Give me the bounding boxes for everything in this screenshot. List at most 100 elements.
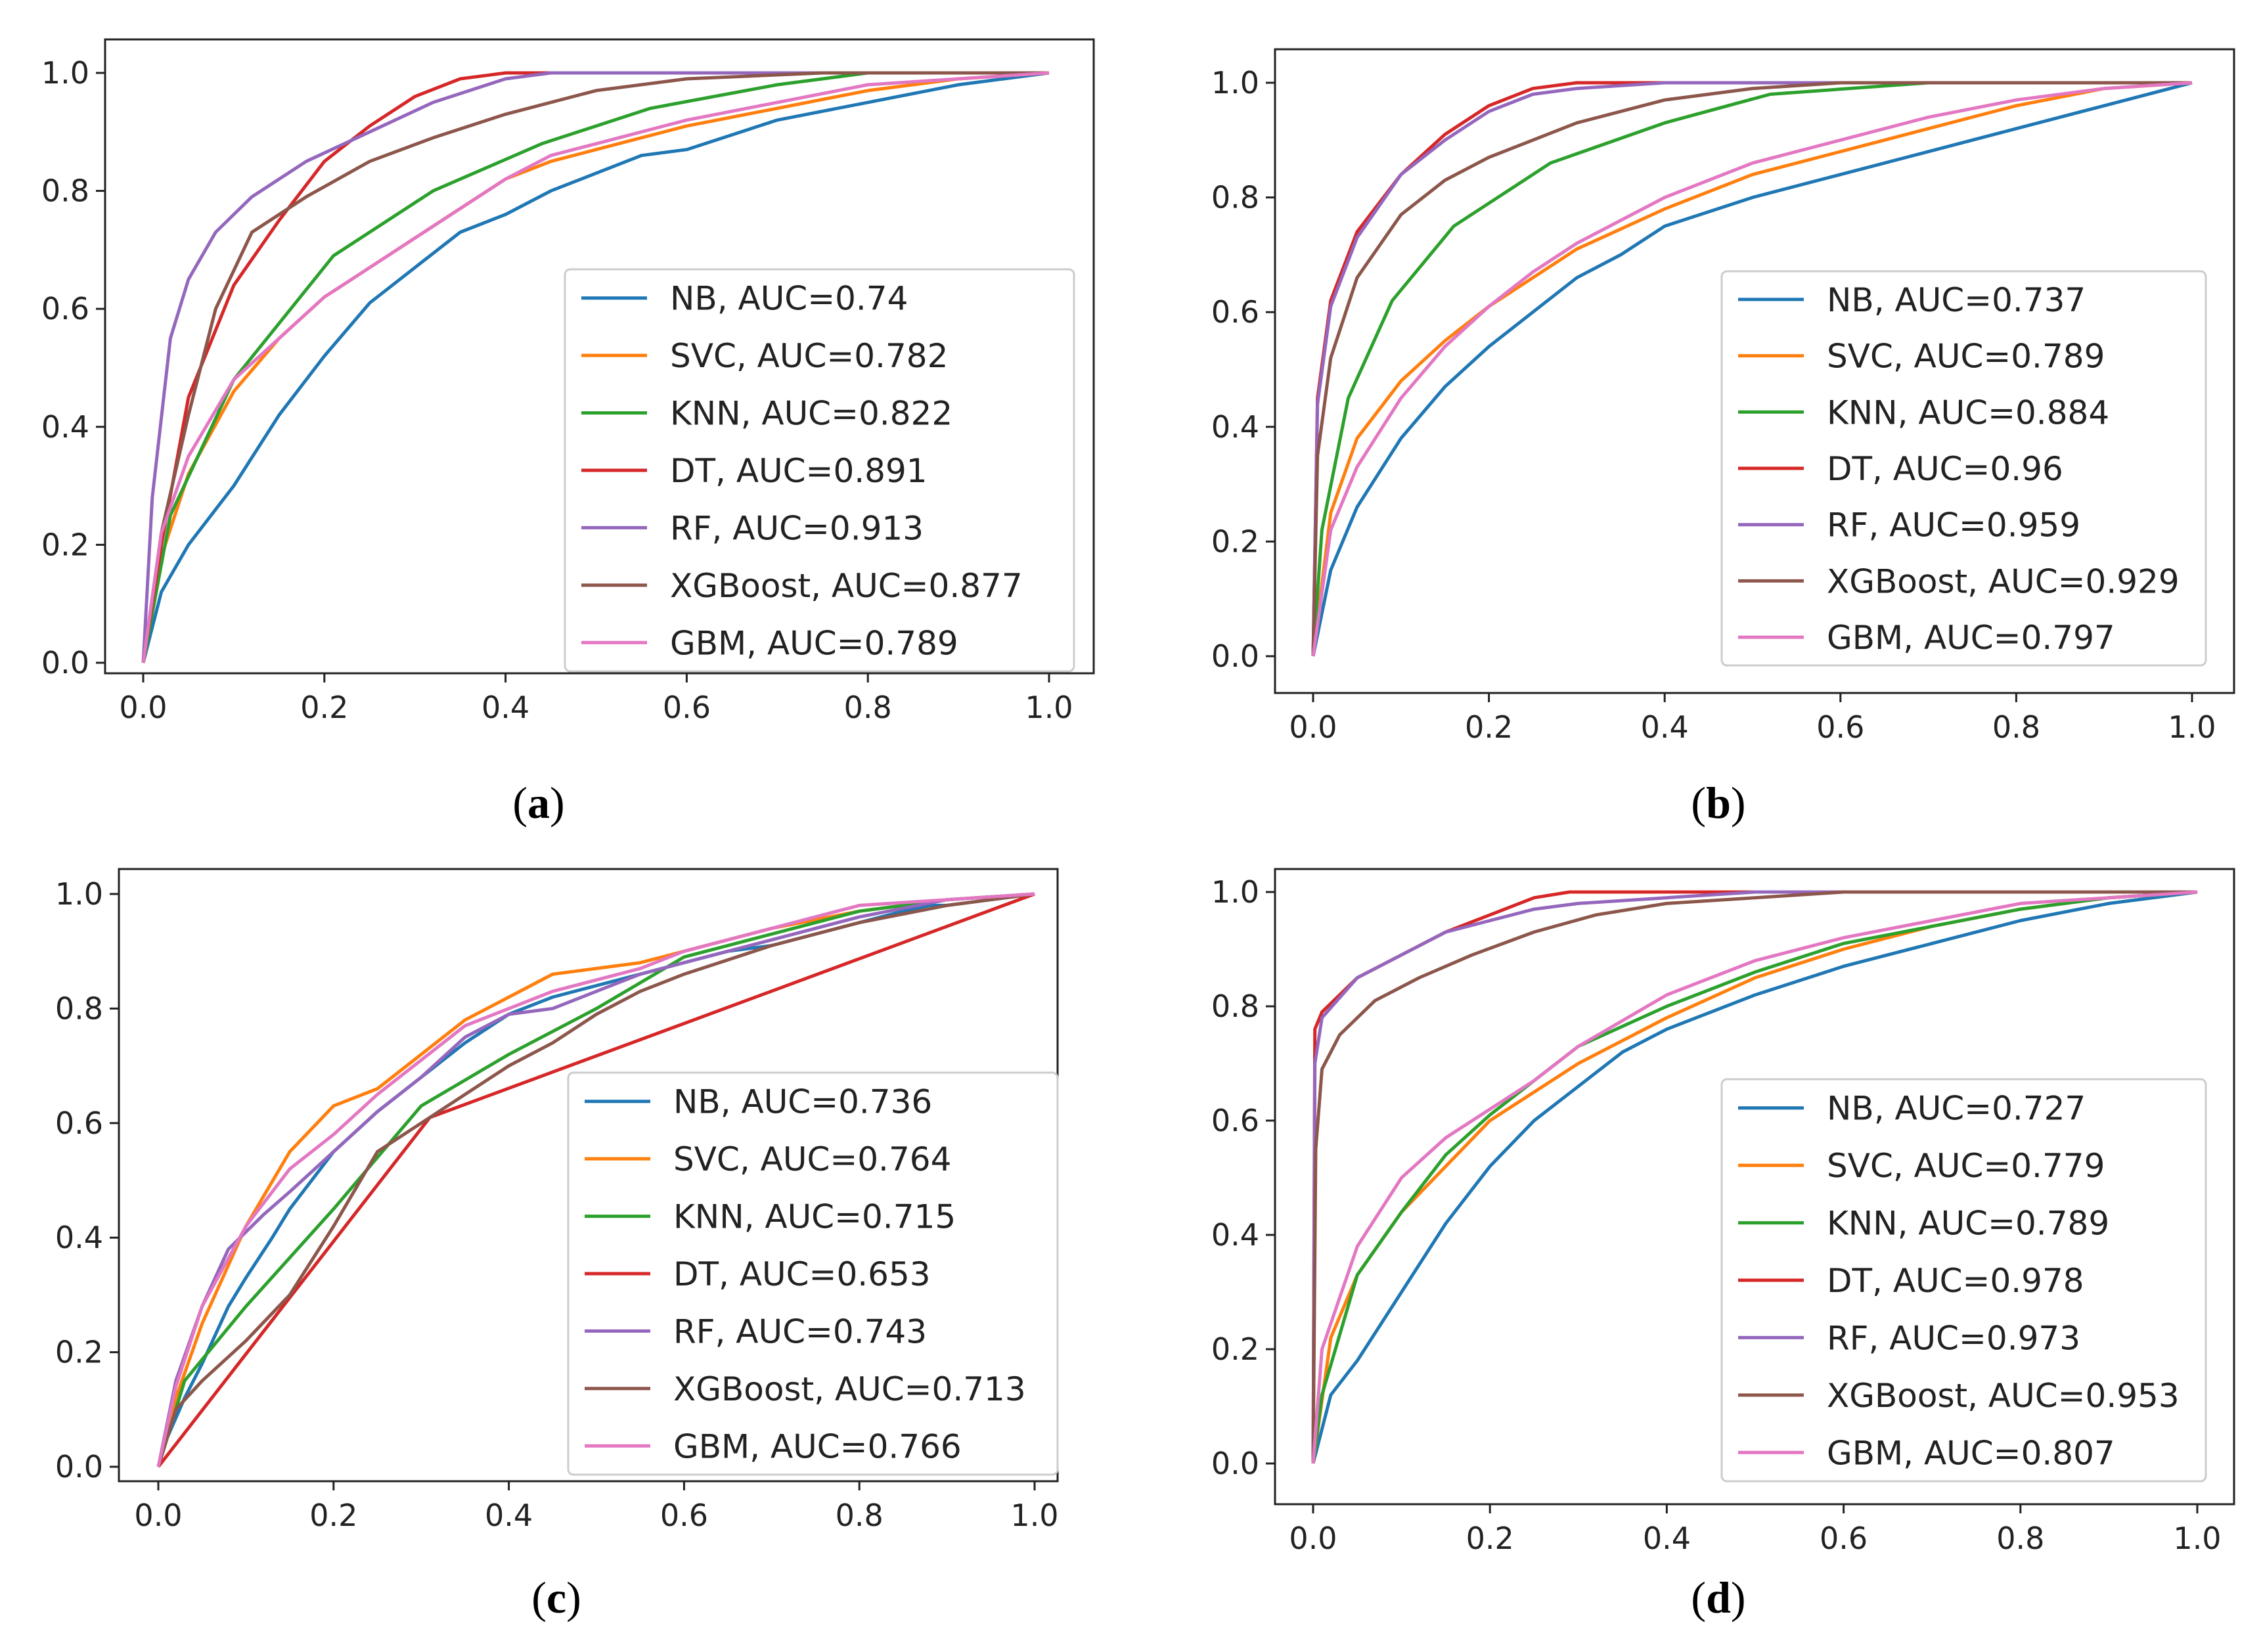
series-line-knn	[156, 892, 1035, 1467]
series-line-gbm	[1311, 890, 2198, 1464]
legend-label-svc: SVC, AUC=0.789	[1827, 338, 2105, 376]
panel-d: 0.0 0.2 0.4 0.6 0.8 1.0 0.0 0.2 0.4 0.6 0.8 1.0 NB, …	[1211, 868, 2235, 1622]
legend-label-gbm: GBM, AUC=0.766	[673, 1427, 962, 1465]
caption-close-paren: )	[1731, 1573, 1746, 1622]
legend-label-rf: RF, AUC=0.913	[670, 509, 924, 547]
panel-a: 0.0 0.2 0.4 0.6 0.8 1.0 0.0 0.2 0.4 0.6 0.8 1.0 NB, …	[41, 38, 1095, 828]
caption-letter: b	[1706, 778, 1731, 828]
x-tick-label: 0.0	[1289, 1521, 1337, 1556]
legend-label-xgboost: XGBoost, AUC=0.929	[1827, 562, 2180, 600]
y-tick-label: 0.8	[55, 991, 103, 1026]
legend-label-dt: DT, AUC=0.653	[673, 1255, 931, 1293]
series-line-gbm	[141, 71, 1050, 663]
x-tick-label: 0.2	[1465, 709, 1513, 745]
legend-label-svc: SVC, AUC=0.764	[673, 1140, 951, 1178]
x-tick-label: 0.8	[1996, 1521, 2044, 1556]
y-tick-label: 0.4	[1211, 1217, 1259, 1253]
x-tick-label: 0.0	[1289, 709, 1337, 745]
x-tick-label: 0.0	[134, 1498, 182, 1533]
series-line-xgboost	[1311, 890, 2197, 1464]
x-tick-label: 0.2	[309, 1498, 357, 1533]
caption-close-paren: )	[550, 778, 565, 828]
y-tick-label: 0.6	[41, 291, 89, 326]
series-line-xgboost	[141, 71, 1049, 663]
x-tick-label: 1.0	[1010, 1498, 1058, 1533]
series-line-nb	[141, 71, 1050, 663]
legend-label-rf: RF, AUC=0.973	[1827, 1319, 2080, 1357]
y-tick-label: 1.0	[55, 876, 103, 912]
caption-open-paren: (	[531, 1573, 547, 1622]
legend-label-xgboost: XGBoost, AUC=0.877	[670, 567, 1023, 605]
series-line-xgboost	[156, 892, 1035, 1467]
x-tick-label: 0.6	[1820, 1521, 1868, 1556]
y-tick-label: 0.2	[55, 1335, 103, 1370]
series-line-gbm	[156, 892, 1035, 1467]
y-tick-label: 1.0	[41, 55, 89, 91]
caption-letter: d	[1706, 1573, 1731, 1622]
y-tick-label: 0.0	[1211, 1446, 1259, 1481]
panel-caption: (b)	[1691, 778, 1745, 828]
x-tick-label: 0.2	[1466, 1521, 1514, 1556]
x-tick-label: 0.8	[844, 690, 892, 725]
panel-caption: (a)	[512, 778, 564, 828]
x-tick-label: 1.0	[2168, 709, 2216, 745]
y-tick-label: 0.2	[41, 527, 89, 562]
series-line-rf	[141, 71, 1049, 663]
legend-label-rf: RF, AUC=0.959	[1827, 506, 2080, 545]
y-tick-label: 0.4	[1211, 409, 1259, 445]
y-tick-label: 0.4	[55, 1220, 103, 1255]
legend-label-nb: NB, AUC=0.74	[670, 280, 908, 318]
caption-letter: a	[527, 778, 550, 828]
legend-label-gbm: GBM, AUC=0.797	[1827, 619, 2115, 657]
x-tick-label: 0.6	[1816, 709, 1864, 745]
y-tick-label: 0.8	[1211, 989, 1259, 1024]
y-tick-label: 0.6	[1211, 1103, 1259, 1138]
y-tick-label: 0.8	[1211, 180, 1259, 215]
y-tick-label: 1.0	[1211, 874, 1259, 910]
legend-label-dt: DT, AUC=0.978	[1827, 1262, 2084, 1300]
series-line-xgboost	[1311, 81, 2192, 657]
legend-box	[567, 1071, 1059, 1476]
y-tick-label: 0.0	[55, 1449, 103, 1485]
panel-b: 0.0 0.2 0.4 0.6 0.8 1.0 0.0 0.2 0.4 0.6 0.8 1.0 NB, …	[1211, 48, 2235, 828]
y-tick-label: 0.0	[41, 645, 89, 681]
x-tick-label: 1.0	[2173, 1521, 2221, 1556]
y-tick-label: 0.4	[41, 409, 89, 445]
x-tick-label: 1.0	[1025, 690, 1073, 725]
y-tick-label: 0.2	[1211, 524, 1259, 559]
legend-label-nb: NB, AUC=0.737	[1827, 281, 2086, 319]
series-line-svc	[1311, 81, 2193, 657]
y-tick-label: 1.0	[1211, 65, 1259, 100]
panel-c: 0.0 0.2 0.4 0.6 0.8 1.0 0.0 0.2 0.4 0.6 0.8 1.0 NB, …	[55, 868, 1059, 1622]
x-tick-label: 0.6	[663, 690, 711, 725]
legend-label-knn: KNN, AUC=0.822	[670, 395, 952, 433]
x-tick-label: 0.4	[481, 690, 529, 725]
legend-label-svc: SVC, AUC=0.782	[670, 337, 948, 375]
legend-label-rf: RF, AUC=0.743	[673, 1312, 927, 1351]
x-tick-label: 0.4	[1643, 1521, 1691, 1556]
caption-open-paren: (	[512, 778, 527, 828]
series-line-gbm	[1311, 81, 2193, 657]
series-line-rf	[156, 892, 1035, 1467]
legend-label-xgboost: XGBoost, AUC=0.713	[673, 1370, 1026, 1408]
x-tick-label: 0.8	[836, 1498, 884, 1533]
caption-close-paren: )	[566, 1573, 581, 1622]
panel-caption: (d)	[1691, 1573, 1745, 1622]
x-tick-label: 0.4	[485, 1498, 533, 1533]
y-tick-label: 0.2	[1211, 1331, 1259, 1367]
series-line-rf	[1311, 81, 2192, 657]
legend-label-dt: DT, AUC=0.96	[1827, 450, 2063, 488]
caption-open-paren: (	[1691, 1573, 1706, 1622]
legend-label-svc: SVC, AUC=0.779	[1827, 1147, 2105, 1185]
y-tick-label: 0.6	[1211, 294, 1259, 330]
x-tick-label: 0.4	[1641, 709, 1689, 745]
x-tick-label: 0.0	[119, 690, 167, 725]
y-tick-label: 0.6	[55, 1105, 103, 1141]
y-tick-label: 0.8	[41, 173, 89, 209]
caption-close-paren: )	[1731, 778, 1746, 828]
legend-box	[564, 268, 1075, 673]
x-tick-label: 0.2	[300, 690, 348, 725]
legend-label-nb: NB, AUC=0.727	[1827, 1090, 2086, 1128]
series-line-nb	[1311, 81, 2193, 657]
